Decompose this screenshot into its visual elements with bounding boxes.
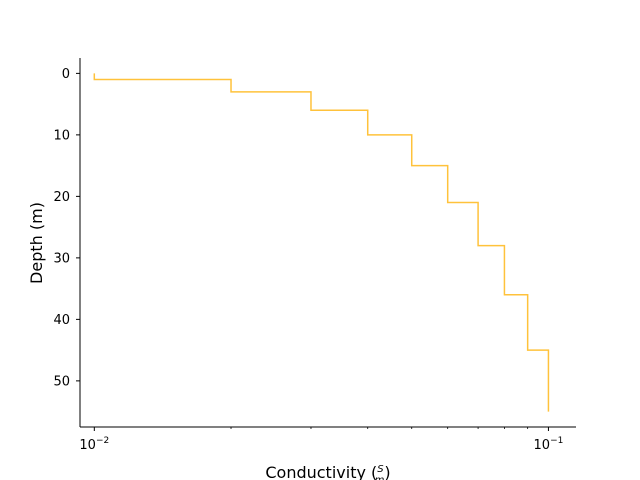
y-tick-label: 40 xyxy=(53,313,70,328)
y-tick-label: 50 xyxy=(53,374,70,389)
x-axis-label-close: ) xyxy=(384,463,390,480)
x-tick-label: 10−2 xyxy=(79,436,109,453)
x-tick-label: 10−1 xyxy=(534,436,564,453)
y-axis-label: Depth (m) xyxy=(27,202,46,284)
y-tick-label: 0 xyxy=(62,67,70,82)
y-tick-label: 20 xyxy=(53,190,70,205)
y-tick-label: 30 xyxy=(53,251,70,266)
x-axis-label: Conductivity (Sm) xyxy=(265,463,390,480)
series-layer xyxy=(93,73,550,412)
x-ticks: 10−2 10−1 xyxy=(79,427,563,453)
y-ticks: 0 10 20 30 40 50 xyxy=(53,67,80,389)
x-axis-label-main: Conductivity ( xyxy=(265,463,377,480)
x-axis-label-unit-denominator: m xyxy=(375,475,385,480)
y-tick-label: 10 xyxy=(53,128,70,143)
x-axis-label-unit-numerator: S xyxy=(377,464,384,475)
conductivity-profile-line xyxy=(93,73,550,412)
